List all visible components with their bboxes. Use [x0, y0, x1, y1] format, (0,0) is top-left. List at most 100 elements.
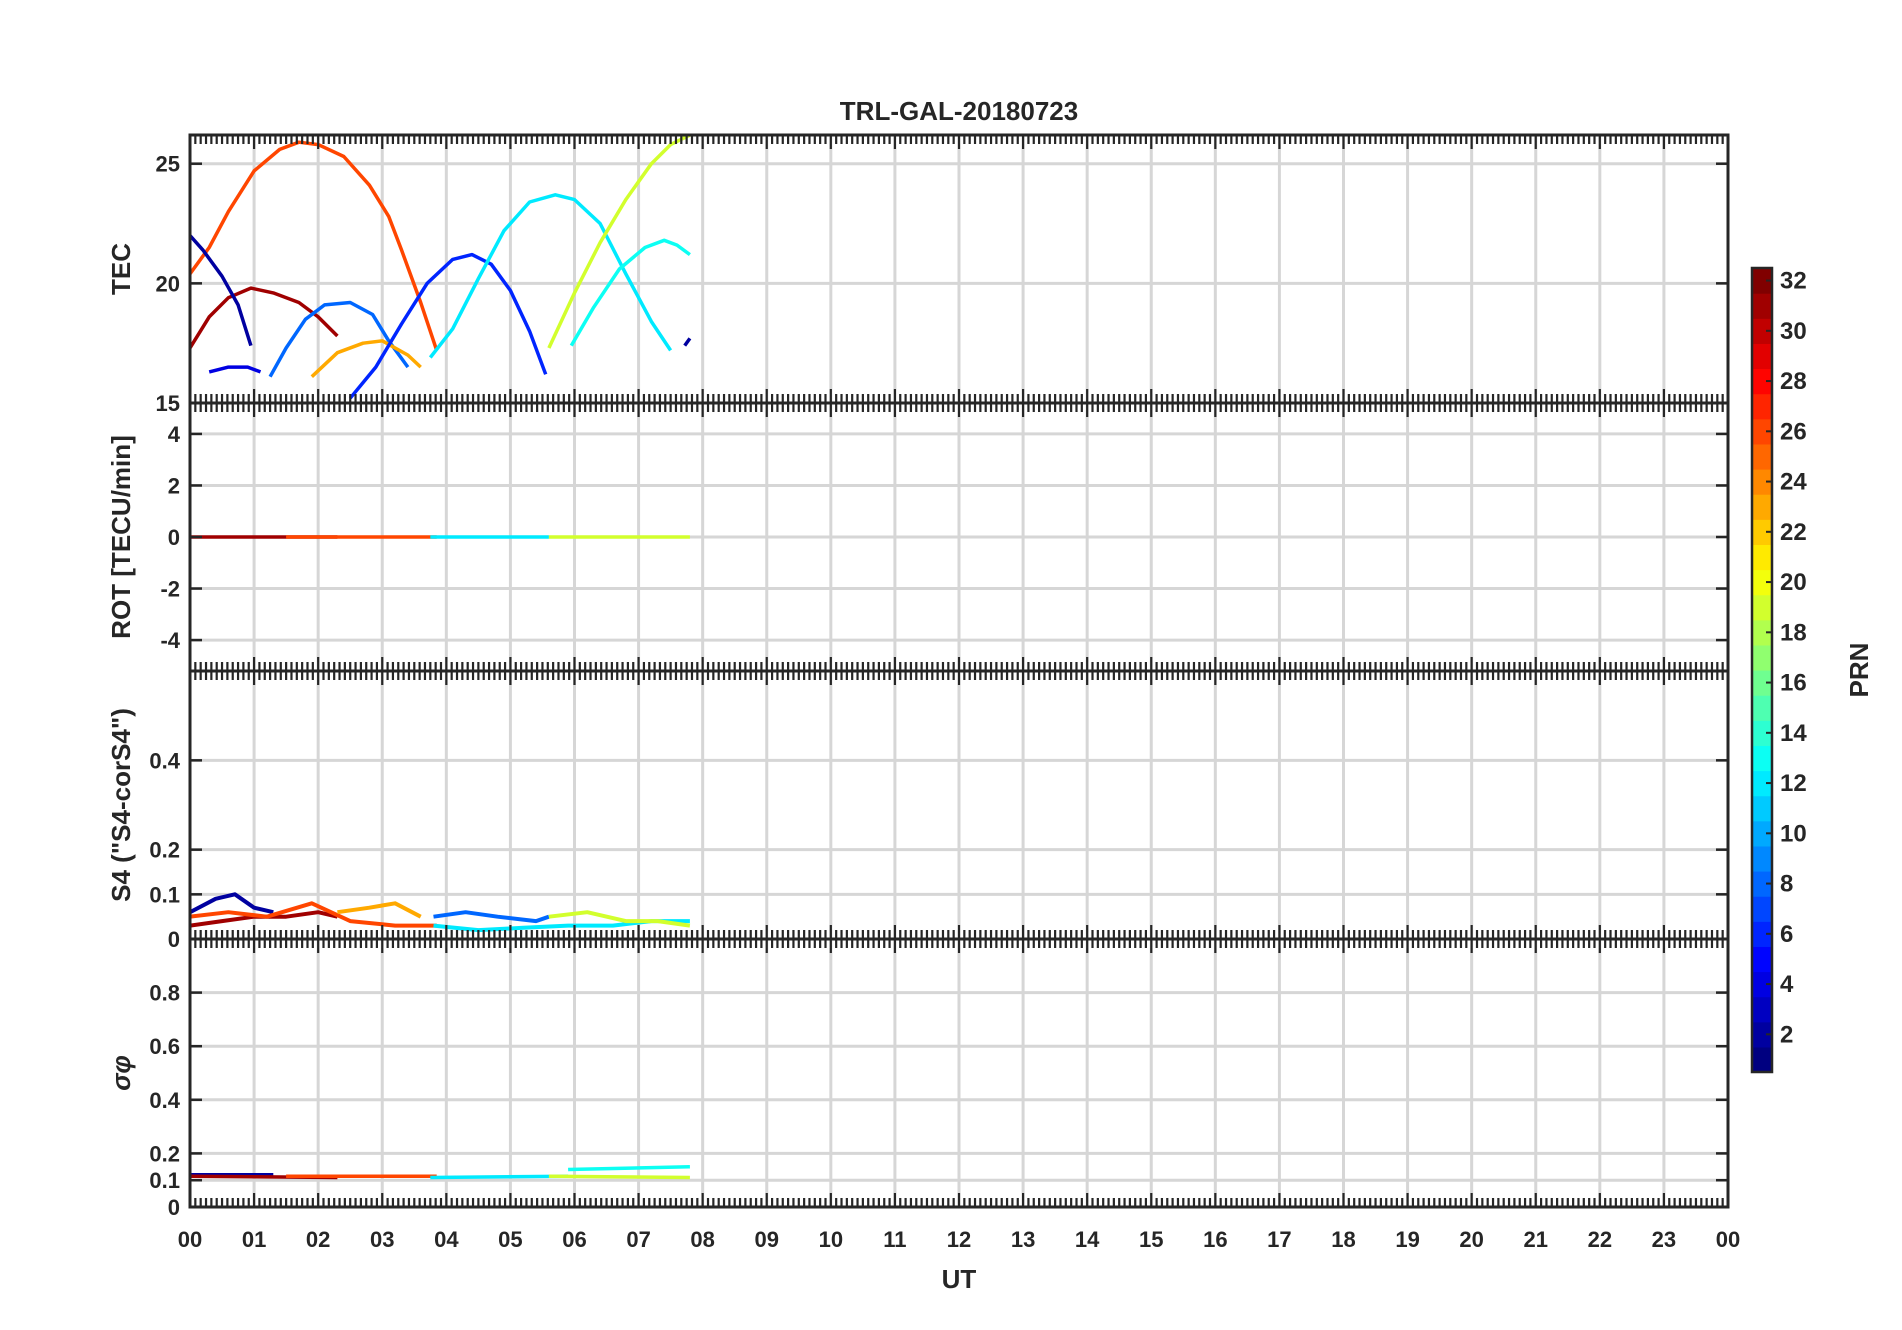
colorbar-segment — [1752, 368, 1772, 395]
colorbar-segment — [1752, 569, 1772, 596]
x-tick-label: 15 — [1139, 1227, 1163, 1252]
panel-3: 0 0.1 0.2 0.4 S4 ("S4-corS4") — [106, 669, 1730, 952]
series-prn-2 — [190, 892, 274, 915]
panel-2: -4 -2 0 2 4 ROT [TECU/min] — [106, 401, 1730, 673]
colorbar-segment — [1752, 494, 1772, 520]
colorbar-segment — [1752, 720, 1772, 746]
colorbar-segment — [1752, 670, 1772, 696]
x-tick-label: 03 — [370, 1227, 394, 1252]
colorbar-label: PRN — [1844, 643, 1874, 698]
y-tick-label: 4 — [168, 422, 181, 447]
y-tick-label: -4 — [160, 628, 180, 653]
colorbar-segment — [1752, 393, 1772, 420]
x-tick-label: 20 — [1459, 1227, 1483, 1252]
colorbar-segment — [1752, 619, 1772, 646]
colorbar-segment — [1752, 871, 1772, 897]
series-prn-12 — [428, 193, 673, 359]
series-prn-19 — [548, 1174, 690, 1180]
colorbar-segment — [1752, 896, 1772, 922]
colorbar-segment — [1752, 418, 1772, 445]
colorbar-segment — [1752, 921, 1772, 947]
colorbar-tick-label: 10 — [1780, 820, 1807, 847]
x-tick-label: 02 — [306, 1227, 330, 1252]
x-tick-label: 18 — [1331, 1227, 1355, 1252]
y-tick-label: -2 — [160, 577, 180, 602]
x-axis-label: UT — [942, 1264, 977, 1294]
x-tick-label: 09 — [755, 1227, 779, 1252]
colorbar-tick-label: 28 — [1780, 368, 1807, 395]
colorbar-segment — [1752, 268, 1772, 294]
y-axis-label: TEC — [106, 243, 136, 295]
x-tick-label: 07 — [626, 1227, 650, 1252]
y-tick-label: 0.2 — [149, 1141, 180, 1166]
y-axis-label: σφ — [106, 1055, 136, 1091]
series-prn-23 — [310, 339, 422, 378]
x-tick-label: 17 — [1267, 1227, 1291, 1252]
panel-4: 00.10.2 0.4 0.6 0.8 σφ — [106, 937, 1730, 1220]
x-tick-label: 14 — [1075, 1227, 1100, 1252]
colorbar-segment — [1752, 1046, 1772, 1073]
x-tick-label: 21 — [1524, 1227, 1548, 1252]
x-tick-label: 04 — [434, 1227, 459, 1252]
series-prn-13 — [569, 238, 691, 347]
x-tick-label: 08 — [690, 1227, 714, 1252]
colorbar-segment — [1752, 318, 1772, 344]
y-tick-label: 0.1 — [149, 882, 180, 907]
colorbar-segment — [1752, 820, 1772, 847]
x-tick-label: 23 — [1652, 1227, 1676, 1252]
colorbar-segment — [1752, 795, 1772, 822]
panel-series — [190, 1165, 690, 1180]
colorbar-segment — [1752, 594, 1772, 621]
colorbar-tick-label: 30 — [1780, 318, 1807, 345]
y-tick-label: 0.4 — [149, 748, 180, 773]
y-tick-label: 0.6 — [149, 1034, 180, 1059]
x-tick-label: 16 — [1203, 1227, 1227, 1252]
colorbar-tick-label: 16 — [1780, 670, 1807, 697]
colorbar-segment — [1752, 443, 1772, 470]
colorbar-segment — [1752, 770, 1772, 797]
colorbar-tick-label: 24 — [1780, 469, 1807, 496]
colorbar-frame — [1750, 266, 1774, 1074]
panel-1: 15 20 25 TEC — [106, 133, 1730, 416]
y-tick-label: 0.1 — [149, 1168, 180, 1193]
series-prn-19 — [548, 910, 691, 928]
colorbar-segment — [1752, 469, 1772, 495]
series-prn-19 — [547, 135, 691, 349]
colorbar-segment — [1752, 996, 1772, 1023]
colorbar-tick-label: 8 — [1780, 871, 1793, 898]
colorbar-segment — [1752, 845, 1772, 872]
colorbar-tick-label: 4 — [1780, 971, 1794, 998]
panel-frame — [188, 937, 1730, 1209]
y-tick-label: 0.2 — [149, 838, 180, 863]
y-tick-label: 0.4 — [149, 1088, 180, 1113]
y-tick-label: 0 — [168, 525, 180, 550]
x-tick-label: 22 — [1588, 1227, 1612, 1252]
y-tick-label: 25 — [156, 152, 180, 177]
panel-series — [190, 135, 692, 400]
series-prn-4 — [208, 365, 262, 374]
series-prn-13 — [568, 1165, 690, 1172]
series-prn-31 — [190, 286, 339, 349]
x-tick-label: 00 — [178, 1227, 202, 1252]
colorbar-segment — [1752, 544, 1772, 571]
x-tick-label: 11 — [883, 1227, 906, 1252]
x-tick-label: 05 — [498, 1227, 522, 1252]
series-prn-2 — [190, 234, 253, 347]
x-tick-label: 01 — [242, 1227, 266, 1252]
colorbar-tick-label: 6 — [1780, 921, 1793, 948]
x-tick-label: 00 — [1716, 1227, 1740, 1252]
colorbar-tick-label: 22 — [1780, 519, 1807, 546]
colorbar-segment — [1752, 745, 1772, 772]
x-tick-labels: 00 01 02 03 04 05 06 07 08 09 10 11 12 13 14 15 16 17 18 19… — [178, 1227, 1740, 1252]
series-prn-8 — [433, 910, 550, 924]
colorbar-segment — [1752, 946, 1772, 973]
series-prn-26 — [190, 901, 437, 928]
y-tick-label: 0.8 — [149, 981, 180, 1006]
colorbar-tick-label: 26 — [1780, 418, 1807, 445]
colorbar-segment — [1752, 971, 1772, 998]
x-tick-label: 12 — [947, 1227, 971, 1252]
series-prn-12 — [430, 1174, 569, 1180]
